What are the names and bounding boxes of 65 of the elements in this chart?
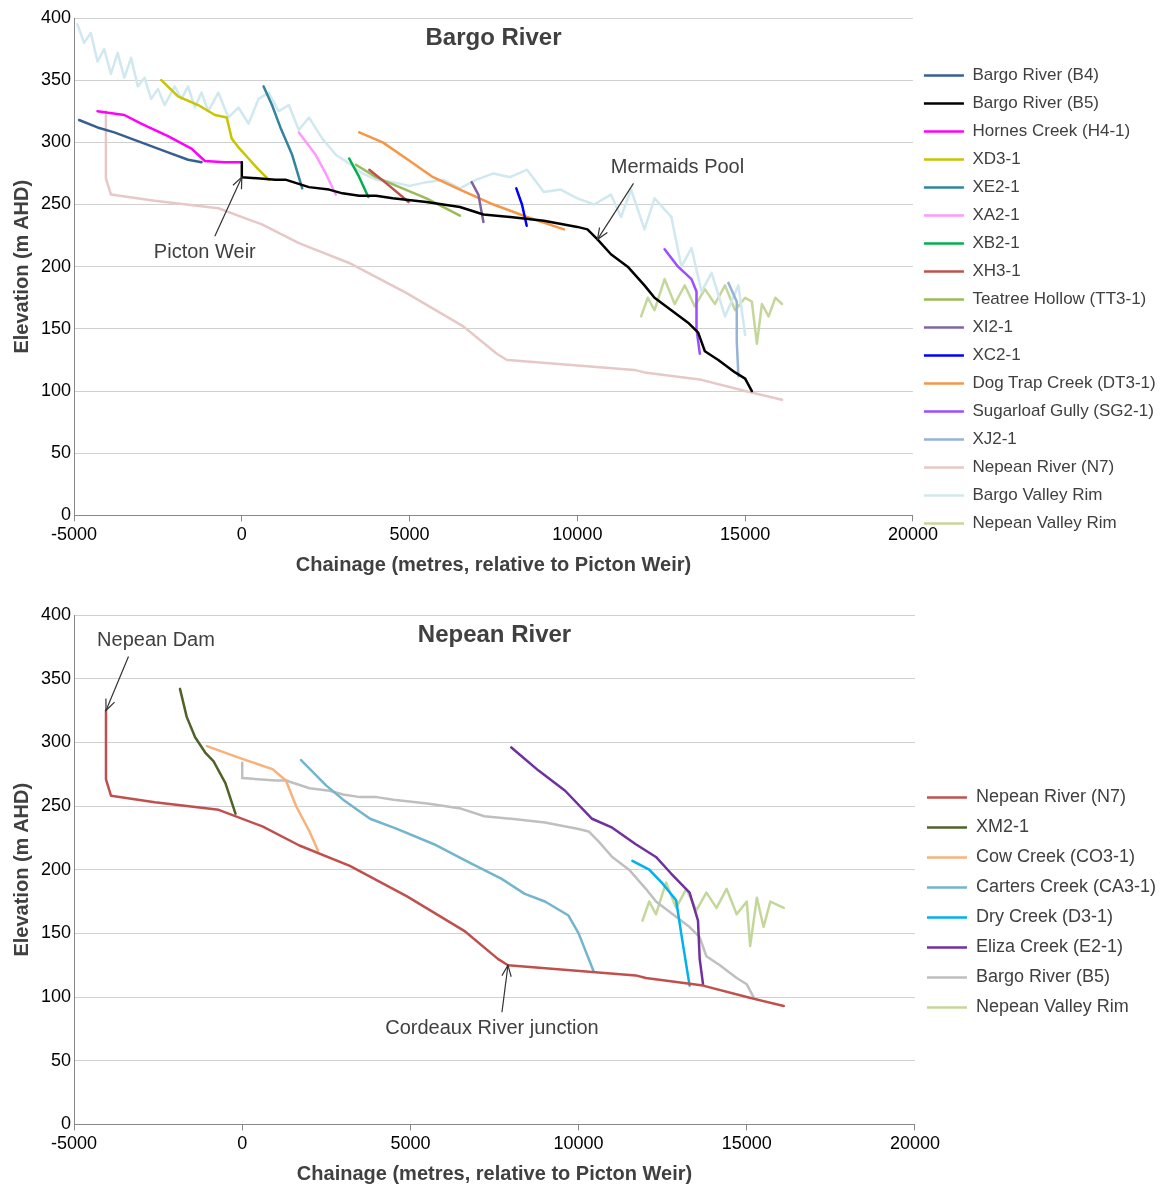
y-tick-label: 0 bbox=[61, 504, 72, 525]
legend-label: Bargo River (B5) bbox=[975, 966, 1111, 987]
x-tick-label: 15000 bbox=[721, 1133, 772, 1154]
legend-label: Bargo River (B5) bbox=[972, 93, 1100, 113]
legend-label: Dry Creek (D3-1) bbox=[975, 906, 1113, 927]
x-tick-label: 10000 bbox=[553, 1133, 604, 1154]
legend-label: Teatree Hollow (TT3-1) bbox=[972, 289, 1147, 309]
x-tick-label: 20000 bbox=[889, 1133, 940, 1154]
legend-label: XB2-1 bbox=[972, 233, 1020, 253]
y-tick-label: 150 bbox=[40, 922, 72, 943]
x-axis-title: Chainage (metres, relative to Picton Weir) bbox=[295, 552, 692, 575]
legend-label: XH3-1 bbox=[972, 261, 1021, 281]
legend-label: Nepean River (N7) bbox=[975, 786, 1127, 807]
y-axis-title: Elevation (m AHD) bbox=[9, 179, 32, 354]
legend-label: XE2-1 bbox=[972, 177, 1020, 197]
x-tick-label: 5000 bbox=[390, 1133, 431, 1154]
legend-label: XC2-1 bbox=[972, 345, 1021, 365]
x-tick-label: 20000 bbox=[887, 524, 938, 545]
legend-label: XI2-1 bbox=[972, 317, 1014, 337]
legend-label: Sugarloaf Gully (SG2-1) bbox=[972, 401, 1154, 421]
y-tick-label: 350 bbox=[40, 69, 72, 90]
y-axis-title: Elevation (m AHD) bbox=[9, 782, 32, 957]
legend-label: Eliza Creek (E2-1) bbox=[975, 936, 1124, 957]
annotation: Picton Weir bbox=[153, 239, 257, 262]
y-tick-label: 150 bbox=[40, 317, 72, 338]
x-tick-label: -5000 bbox=[51, 524, 98, 545]
y-tick-label: 400 bbox=[40, 603, 72, 624]
chart-title: Bargo River bbox=[425, 22, 562, 50]
y-tick-label: 100 bbox=[40, 380, 72, 401]
x-tick-label: 0 bbox=[237, 1133, 248, 1154]
annotation: Nepean Dam bbox=[97, 628, 215, 651]
annotation: Mermaids Pool bbox=[610, 154, 745, 177]
annotation: Cordeaux River junction bbox=[385, 1015, 599, 1038]
legend-label: Nepean Valley Rim bbox=[972, 513, 1117, 533]
y-tick-label: 50 bbox=[51, 442, 72, 463]
legend-label: Carters Creek (CA3-1) bbox=[975, 876, 1157, 897]
x-tick-label: 5000 bbox=[389, 524, 430, 545]
x-tick-label: 15000 bbox=[720, 524, 771, 545]
y-tick-label: 400 bbox=[40, 6, 72, 27]
y-tick-label: 100 bbox=[40, 986, 72, 1007]
x-axis-title: Chainage (metres, relative to Picton Weir) bbox=[296, 1161, 693, 1184]
y-tick-label: 250 bbox=[40, 193, 72, 214]
legend-label: XD3-1 bbox=[972, 149, 1021, 169]
chart-title: Nepean River bbox=[417, 619, 572, 647]
legend-label: Nepean Valley Rim bbox=[975, 996, 1129, 1017]
y-tick-label: 350 bbox=[40, 667, 72, 688]
y-tick-label: 200 bbox=[40, 858, 72, 879]
x-tick-label: 10000 bbox=[552, 524, 603, 545]
legend-label: Dog Trap Creek (DT3-1) bbox=[972, 373, 1156, 393]
y-tick-label: 200 bbox=[40, 255, 72, 276]
legend-label: XJ2-1 bbox=[972, 429, 1017, 449]
legend-label: XM2-1 bbox=[975, 816, 1029, 837]
legend-label: Hornes Creek (H4-1) bbox=[972, 121, 1131, 141]
y-tick-label: 50 bbox=[51, 1049, 72, 1070]
legend-label: Nepean River (N7) bbox=[972, 457, 1115, 477]
legend-label: XA2-1 bbox=[972, 205, 1020, 225]
y-tick-label: 300 bbox=[40, 131, 72, 152]
y-tick-label: 0 bbox=[61, 1113, 72, 1134]
legend-label: Bargo River (B4) bbox=[972, 65, 1100, 85]
x-tick-label: 0 bbox=[236, 524, 247, 545]
y-tick-label: 250 bbox=[40, 794, 72, 815]
legend-label: Cow Creek (CO3-1) bbox=[975, 846, 1135, 867]
x-tick-label: -5000 bbox=[51, 1133, 98, 1154]
y-tick-label: 300 bbox=[40, 731, 72, 752]
legend-label: Bargo Valley Rim bbox=[972, 485, 1103, 505]
